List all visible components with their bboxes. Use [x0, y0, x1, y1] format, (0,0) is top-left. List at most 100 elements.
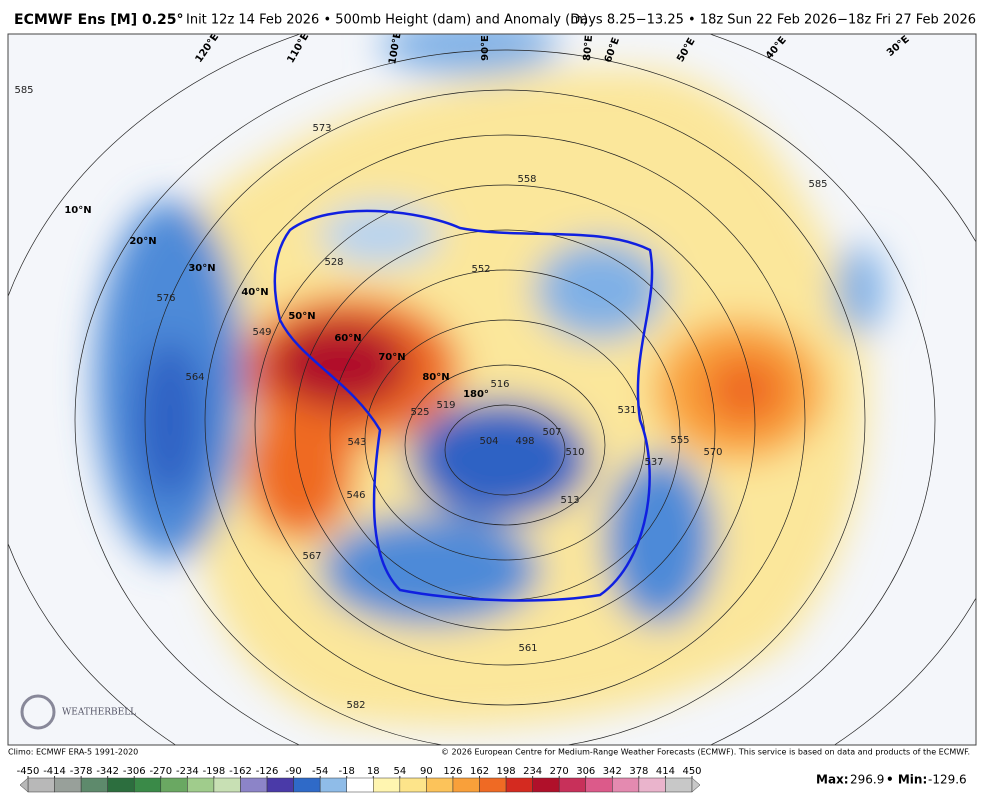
colorbar-swatch: [585, 777, 613, 793]
contour-label: 561: [518, 643, 537, 654]
map-frame: [7, 33, 977, 746]
colorbar-swatch: [240, 777, 268, 793]
colorbar-tick-label: 414: [656, 766, 675, 777]
contour-label: 513: [560, 495, 579, 506]
longitude-label: 80°E: [582, 35, 595, 62]
colorbar-tick-label: -306: [123, 766, 146, 777]
colorbar-swatch: [452, 777, 480, 793]
contour-label: 570: [703, 447, 722, 458]
contour-label: 585: [14, 85, 33, 96]
colorbar-tick-label: -90: [285, 766, 301, 777]
colorbar-swatch: [638, 777, 666, 793]
colorbar-swatch: [426, 777, 454, 793]
colorbar-swatch: [187, 777, 215, 793]
colorbar-tick-label: 306: [576, 766, 595, 777]
latitude-label: 70°N: [378, 352, 405, 363]
contour-label: 525: [410, 407, 429, 418]
colorbar-swatch: [266, 777, 294, 793]
colorbar-swatch: [373, 777, 401, 793]
colorbar-swatch: [532, 777, 560, 793]
colorbar-tick-label: 198: [497, 766, 516, 777]
contour-label: 555: [670, 435, 689, 446]
colorbar-swatch: [479, 777, 507, 793]
colorbar-tick-label: 270: [550, 766, 569, 777]
contour-label: 546: [346, 490, 365, 501]
latitude-label: 40°N: [241, 287, 268, 298]
longitude-label: 90°E: [480, 35, 491, 61]
colorbar-end: [691, 777, 701, 793]
colorbar-swatch: [319, 777, 347, 793]
latitude-label: 80°N: [422, 372, 449, 383]
colorbar-tick-label: 234: [523, 766, 542, 777]
colorbar-tick-label: -342: [96, 766, 119, 777]
colorbar-tick-label: -18: [339, 766, 355, 777]
latitude-label: 180°: [463, 389, 489, 400]
latitude-label: 30°N: [188, 263, 215, 274]
colorbar-tick-label: 450: [682, 766, 701, 777]
colorbar-tick-label: 162: [470, 766, 489, 777]
logo: WEATHERBELL: [62, 708, 136, 718]
colorbar-tick-label: 378: [629, 766, 648, 777]
contour-label: 582: [346, 700, 365, 711]
contour-label: 585: [808, 179, 827, 190]
contour-label: 576: [156, 293, 175, 304]
reference-contour: [273, 209, 654, 602]
contour-label: 537: [644, 457, 663, 468]
contour-label: 558: [517, 174, 536, 185]
colorbar-tick-label: -198: [203, 766, 226, 777]
colorbar-swatch: [80, 777, 108, 793]
contour-label: 573: [312, 123, 331, 134]
colorbar-tick-label: -414: [43, 766, 66, 777]
contour-label: 531: [617, 405, 636, 416]
copyright: © 2026 European Centre for Medium-Range …: [441, 748, 970, 757]
contour-label: 567: [302, 551, 321, 562]
colorbar-tick-label: -450: [17, 766, 40, 777]
colorbar-end: [19, 777, 29, 793]
colorbar-swatch: [213, 777, 241, 793]
logo-mark: [20, 694, 56, 730]
colorbar-tick-label: 342: [603, 766, 622, 777]
colorbar-swatch: [399, 777, 427, 793]
colorbar-tick-label: -378: [70, 766, 93, 777]
contour-label: 549: [252, 327, 271, 338]
colorbar-swatch: [293, 777, 321, 793]
latitude-label: 10°N: [64, 205, 91, 216]
colorbar-swatch: [505, 777, 533, 793]
latitude-label: 60°N: [334, 333, 361, 344]
contour-label: 516: [490, 379, 509, 390]
contour-label: 552: [471, 264, 490, 275]
colorbar-tick-label: -54: [312, 766, 328, 777]
title: ECMWF Ens [M] 0.25°: [14, 12, 184, 28]
colorbar-swatch: [160, 777, 188, 793]
contour-label: 504: [479, 436, 498, 447]
colorbar-swatch: [54, 777, 82, 793]
colorbar-swatch: [133, 777, 162, 793]
colorbar-swatch: [107, 777, 135, 793]
colorbar-tick-label: -162: [229, 766, 252, 777]
max-value: 296.9: [850, 773, 884, 787]
contour-label: 510: [565, 447, 584, 458]
min-label: • Min:: [886, 773, 927, 787]
min-value: -129.6: [928, 773, 967, 787]
valid-time: Days 8.25−13.25 • 18z Sun 22 Feb 2026−18…: [570, 13, 976, 28]
colorbar-tick-label: 18: [367, 766, 380, 777]
colorbar-swatch: [346, 777, 374, 793]
colorbar-swatch: [665, 777, 693, 793]
contour-label: 564: [185, 372, 204, 383]
colorbar-swatch: [612, 777, 640, 793]
colorbar-tick-label: 90: [420, 766, 433, 777]
anomaly-shading: [95, 34, 885, 728]
contour-label: 507: [542, 427, 561, 438]
climo: Climo: ECMWF ERA-5 1991-2020: [8, 748, 138, 757]
latitude-label: 20°N: [129, 236, 156, 247]
contour-label: 528: [324, 257, 343, 268]
colorbar-tick-label: 126: [443, 766, 462, 777]
colorbar-swatch: [558, 777, 587, 793]
colorbar-tick-label: 54: [393, 766, 406, 777]
contour-label: 498: [515, 436, 534, 447]
colorbar-tick-label: -270: [149, 766, 172, 777]
colorbar-tick-label: -126: [256, 766, 279, 777]
